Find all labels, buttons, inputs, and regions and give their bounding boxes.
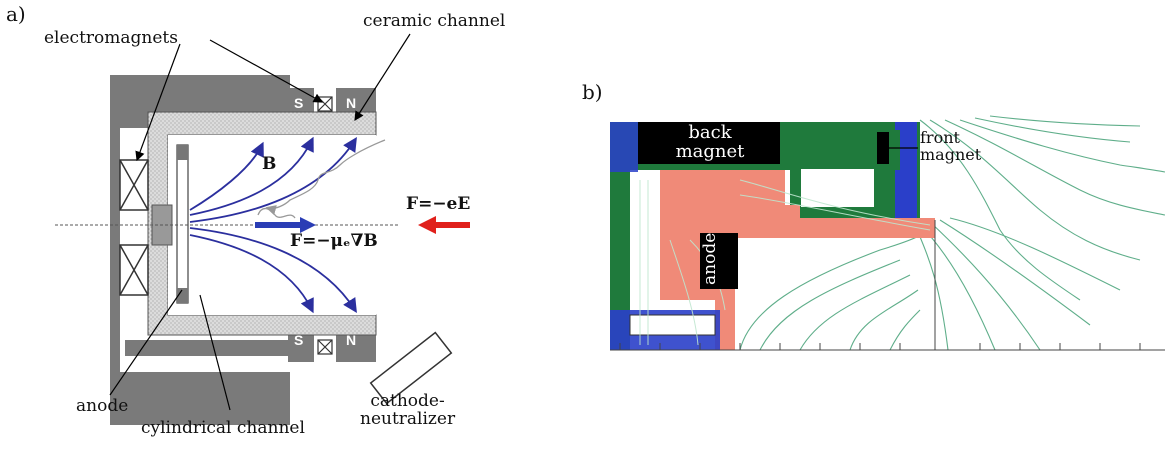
front-magnet [877, 132, 889, 164]
anode-label-box [700, 233, 738, 289]
coil-cavity [799, 167, 876, 209]
label-back-magnet: back magnet [675, 122, 745, 162]
leader-cylindrical-channel [199, 294, 231, 411]
pole-n-bottom: N [346, 332, 357, 348]
label-force-e: F=−eE [406, 194, 471, 214]
electron-trajectory [257, 139, 386, 219]
pole-n-top: N [346, 95, 357, 111]
front-pole-piece [895, 122, 917, 220]
panel-b-tag: b) [582, 80, 603, 104]
back-magnet [638, 122, 780, 164]
label-electromagnets: electromagnets [44, 28, 178, 48]
label-force-gradb: F=−μₑ∇B [290, 231, 378, 251]
anode-plate [176, 144, 189, 304]
leader-anode [109, 289, 183, 396]
label-field-b: B [262, 154, 277, 174]
label-cylindrical-channel: cylindrical channel [141, 418, 305, 438]
axis-ticks [619, 220, 1141, 350]
leader-electromagnets-2 [209, 39, 324, 103]
pole-s-top: S [294, 95, 304, 111]
panel-b-drawing [610, 115, 1165, 351]
magnetic-field-lines [189, 136, 357, 314]
pole-s-bottom: S [294, 332, 304, 348]
label-anode-b: anode [700, 232, 720, 285]
leader-ceramic-channel [354, 33, 411, 122]
anode-region [660, 170, 935, 350]
panel-a-tag: a) [6, 2, 26, 26]
label-ceramic-channel: ceramic channel [363, 11, 506, 31]
panel-a-drawing [55, 33, 470, 425]
pole-region-left [610, 122, 638, 172]
label-cathode-neutralizer: cathode- neutralizer [360, 391, 456, 429]
label-front-magnet: front magnet [920, 128, 982, 164]
leader-electromagnets-1 [135, 43, 181, 162]
label-anode: anode [76, 396, 129, 416]
cathode-neutralizer-body [369, 331, 453, 405]
